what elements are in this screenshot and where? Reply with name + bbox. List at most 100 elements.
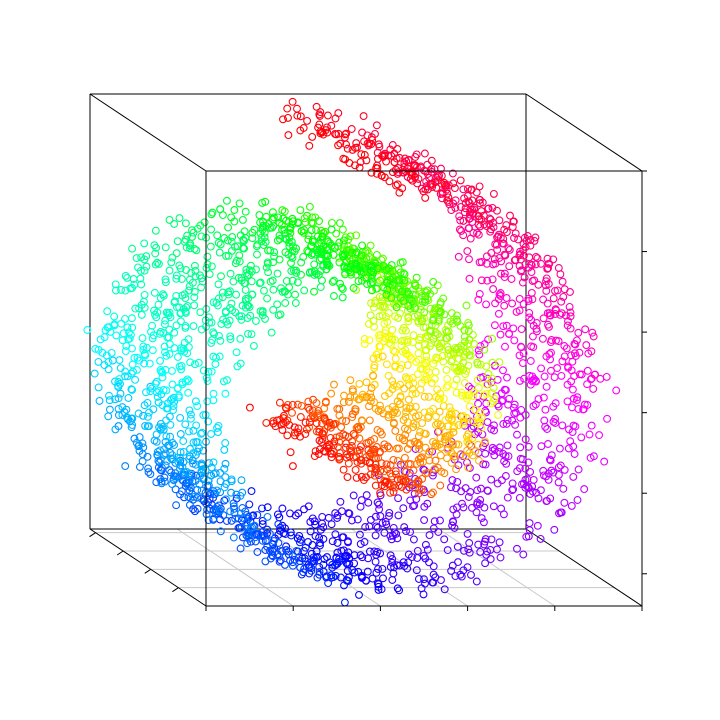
data-point bbox=[213, 301, 222, 310]
data-point bbox=[393, 584, 402, 593]
data-point bbox=[262, 418, 271, 427]
data-point bbox=[558, 277, 567, 286]
data-point bbox=[365, 416, 374, 425]
data-point bbox=[439, 357, 448, 366]
data-point bbox=[258, 198, 267, 207]
data-point bbox=[521, 243, 530, 251]
data-point bbox=[394, 494, 403, 503]
data-point bbox=[431, 304, 440, 313]
data-point bbox=[221, 459, 230, 468]
data-point bbox=[479, 518, 488, 527]
data-point bbox=[196, 308, 205, 317]
data-point bbox=[423, 545, 432, 554]
data-point bbox=[565, 302, 574, 311]
data-point bbox=[465, 402, 474, 411]
box-edge bbox=[89, 93, 207, 172]
data-point bbox=[371, 464, 380, 472]
data-point bbox=[394, 511, 403, 520]
data-point bbox=[417, 317, 426, 326]
data-point bbox=[501, 342, 509, 351]
data-point bbox=[581, 325, 590, 334]
data-point bbox=[293, 400, 302, 409]
data-point bbox=[554, 478, 563, 487]
data-point bbox=[436, 481, 445, 490]
data-point bbox=[191, 360, 199, 369]
data-point bbox=[256, 218, 265, 227]
data-point bbox=[568, 403, 576, 412]
data-point bbox=[468, 434, 477, 443]
data-point bbox=[474, 230, 483, 239]
data-point bbox=[521, 435, 530, 444]
data-point bbox=[292, 547, 301, 555]
data-point bbox=[371, 481, 380, 490]
data-point bbox=[206, 489, 215, 498]
data-point bbox=[332, 559, 341, 568]
data-point bbox=[316, 525, 325, 534]
data-point bbox=[341, 130, 350, 139]
data-point bbox=[504, 244, 513, 253]
data-point bbox=[333, 538, 342, 547]
data-point bbox=[226, 269, 235, 278]
data-point bbox=[493, 375, 502, 384]
data-point bbox=[568, 357, 577, 366]
data-point bbox=[462, 301, 471, 310]
data-point bbox=[491, 240, 500, 249]
data-point bbox=[115, 375, 124, 384]
data-point bbox=[301, 218, 310, 227]
data-point bbox=[315, 533, 324, 542]
data-point bbox=[246, 524, 255, 533]
data-point bbox=[447, 483, 455, 492]
data-point bbox=[479, 442, 488, 451]
data-point bbox=[451, 203, 460, 212]
data-point bbox=[425, 531, 434, 540]
data-point bbox=[352, 285, 361, 294]
data-point bbox=[416, 364, 425, 373]
data-point bbox=[207, 338, 216, 347]
data-points bbox=[83, 97, 621, 607]
data-point bbox=[463, 184, 472, 193]
data-point bbox=[378, 352, 387, 361]
data-point bbox=[281, 234, 290, 243]
data-point bbox=[386, 340, 395, 349]
data-point bbox=[450, 523, 459, 532]
data-point bbox=[268, 208, 277, 217]
data-point bbox=[389, 419, 398, 428]
data-point bbox=[483, 486, 492, 495]
data-point bbox=[370, 363, 379, 372]
data-point bbox=[128, 244, 137, 253]
data-point bbox=[531, 233, 540, 242]
data-point bbox=[197, 466, 206, 475]
data-point bbox=[257, 233, 266, 242]
data-point bbox=[540, 372, 549, 381]
data-point bbox=[323, 246, 332, 255]
data-point bbox=[361, 523, 370, 531]
data-point bbox=[269, 537, 278, 545]
data-point bbox=[468, 330, 477, 339]
data-point bbox=[474, 346, 483, 355]
data-point bbox=[603, 414, 612, 423]
data-point bbox=[540, 416, 549, 425]
data-point bbox=[181, 420, 190, 429]
data-point bbox=[482, 399, 491, 408]
data-point bbox=[335, 555, 343, 564]
data-point bbox=[353, 515, 362, 524]
data-point bbox=[487, 389, 496, 398]
data-point bbox=[288, 400, 297, 409]
data-point bbox=[170, 472, 178, 480]
data-point bbox=[115, 356, 124, 365]
data-point bbox=[197, 494, 206, 503]
data-point bbox=[266, 277, 275, 286]
data-point bbox=[457, 227, 466, 235]
data-point bbox=[567, 501, 576, 510]
data-point bbox=[530, 276, 539, 285]
data-point bbox=[339, 465, 348, 474]
data-point bbox=[273, 236, 282, 245]
data-point bbox=[426, 326, 435, 335]
data-point bbox=[297, 227, 306, 236]
data-point bbox=[164, 311, 173, 320]
data-point bbox=[544, 440, 552, 448]
data-point bbox=[393, 475, 402, 484]
data-point bbox=[203, 260, 212, 269]
data-point bbox=[480, 537, 489, 546]
data-point bbox=[544, 320, 552, 329]
